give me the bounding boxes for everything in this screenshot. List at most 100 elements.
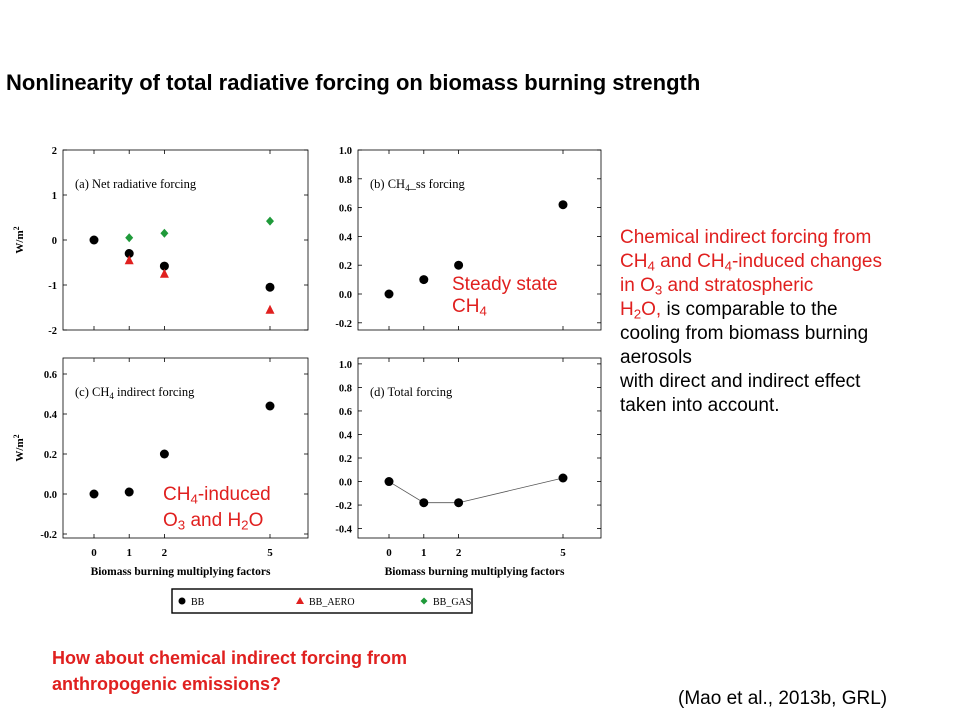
steady-state-note: Steady state CH4 — [452, 274, 558, 318]
data-point-c-bb — [124, 487, 134, 497]
ch4-induced-ch: CH — [163, 484, 191, 505]
data-point-a-bb_gas — [160, 228, 169, 238]
panel-frame-d — [357, 357, 602, 539]
x-tick-label-c: 2 — [162, 547, 168, 559]
legend-label-bb-aero: BB_AERO — [309, 597, 355, 608]
legend-marker-bb — [178, 597, 186, 605]
ch4-induced-o: O — [163, 510, 178, 531]
data-point-a-bb — [265, 282, 275, 292]
data-point-a-bb_aero — [265, 304, 275, 314]
side-explanation: Chemical indirect forcing from CH4 and C… — [620, 226, 956, 418]
side-line-7: with direct and indirect effect — [620, 371, 861, 392]
slide-title: Nonlinearity of total radiative forcing … — [6, 70, 701, 95]
panel-title-c: (c) CH4 indirect forcing — [75, 385, 195, 401]
y-tick-label-a: -1 — [48, 281, 57, 292]
ch4-induced-text: -induced — [197, 484, 271, 505]
data-point-a-bb_aero — [124, 255, 134, 265]
data-point-d-bb — [558, 473, 568, 483]
x-axis-label-d: Biomass burning multiplying factors — [385, 566, 565, 578]
y-tick-label-b: 0.8 — [339, 175, 352, 186]
legend-marker-bb-aero — [296, 597, 304, 604]
y-tick-label-d: 0.4 — [339, 430, 353, 441]
data-point-a-bb — [124, 249, 134, 258]
data-point-a-bb — [159, 261, 169, 271]
y-tick-label-d: 0.2 — [339, 454, 352, 465]
y-tick-label-d: -0.4 — [335, 525, 352, 536]
steady-state-line1: Steady state — [452, 274, 558, 295]
panel-title-d: (d) Total forcing — [370, 385, 453, 399]
data-point-d-bb — [419, 498, 429, 508]
ch4-induced-sub3: 2 — [241, 517, 249, 533]
side-line-5: cooling from biomass burning — [620, 323, 869, 344]
legend-marker-bb-gas — [420, 597, 428, 605]
x-tick-label-d: 1 — [421, 547, 427, 559]
side-line-6: aerosols — [620, 347, 692, 368]
x-tick-label-c: 1 — [126, 547, 132, 559]
y-tick-label-b: 0.0 — [339, 290, 352, 301]
x-tick-label-c: 5 — [267, 547, 273, 559]
data-point-d-bb — [454, 498, 464, 508]
y-tick-label-a: 0 — [52, 236, 57, 247]
y-tick-label-a: 2 — [52, 146, 57, 157]
y-tick-label-c: 0.0 — [44, 490, 57, 501]
x-axis-label-c: Biomass burning multiplying factors — [91, 566, 271, 578]
series-line-d — [388, 477, 564, 504]
ch4-induced-sub2: 3 — [177, 517, 186, 533]
x-tick-label-d: 2 — [456, 547, 462, 559]
panel-title-b: (b) CH4_ss forcing — [370, 177, 466, 193]
data-point-a-bb — [89, 235, 99, 245]
citation: (Mao et al., 2013b, GRL) — [678, 688, 888, 709]
data-point-b-bb — [419, 275, 429, 285]
data-point-b-bb — [454, 260, 464, 270]
side-line-4: H2O, is comparable to the — [620, 299, 838, 322]
y-tick-label-c: -0.2 — [40, 530, 57, 541]
data-point-b-bb — [384, 289, 394, 299]
y-tick-label-a: -2 — [48, 326, 57, 337]
panel-frame-c — [62, 357, 309, 539]
y-tick-label-d: -0.2 — [335, 501, 352, 512]
y-tick-label-b: -0.2 — [335, 319, 352, 330]
ch4-induced-and: and H — [185, 510, 242, 531]
panel-frame-b — [357, 149, 602, 331]
data-point-a-bb_gas — [125, 233, 134, 243]
x-tick-label-d: 5 — [560, 547, 566, 559]
side-line-3: in O3 and stratospheric — [620, 275, 814, 298]
y-tick-label-c: 0.2 — [44, 450, 57, 461]
legend-label-bb: BB — [191, 597, 205, 608]
y-tick-label-d: 0.8 — [339, 383, 352, 394]
x-tick-label-c: 0 — [91, 547, 97, 559]
y-tick-label-b: 0.2 — [339, 261, 352, 272]
data-point-c-bb — [159, 449, 169, 459]
ch4-induced-o2: O — [248, 510, 264, 531]
y-tick-label-b: 1.0 — [339, 146, 352, 157]
question-line-1: How about chemical indirect forcing from — [52, 648, 408, 668]
side-line-2: CH4 and CH4-induced changes — [620, 251, 882, 274]
y-tick-label-c: 0.6 — [44, 370, 57, 381]
ch4-induced-note: CH4-induced O3 and H2O — [163, 482, 271, 534]
y-tick-label-d: 0.0 — [339, 478, 352, 489]
steady-state-sub: 4 — [479, 303, 487, 319]
data-point-d-bb — [384, 477, 394, 487]
data-point-b-bb — [558, 200, 568, 210]
data-point-c-bb — [265, 401, 275, 411]
y-axis-label-c: W/m2 — [12, 434, 26, 461]
data-point-a-bb_aero — [159, 268, 169, 278]
question-line-2: anthropogenic emissions? — [52, 674, 282, 694]
data-point-c-bb — [89, 489, 99, 499]
y-tick-label-d: 0.6 — [339, 407, 352, 418]
ch4-induced-sub1: 4 — [190, 491, 198, 507]
y-tick-label-b: 0.6 — [339, 204, 352, 215]
y-tick-label-b: 0.4 — [339, 232, 353, 243]
y-tick-label-a: 1 — [52, 191, 57, 202]
y-axis-label-a: W/m2 — [12, 226, 26, 253]
side-line-1: Chemical indirect forcing from — [620, 227, 872, 248]
side-line-8: taken into account. — [620, 395, 780, 416]
y-tick-label-d: 1.0 — [339, 360, 352, 371]
steady-state-ch: CH — [452, 296, 480, 317]
panel-title-a: (a) Net radiative forcing — [75, 177, 197, 191]
data-point-a-bb_gas — [266, 216, 274, 226]
y-tick-label-c: 0.4 — [44, 410, 58, 421]
x-tick-label-d: 0 — [386, 547, 392, 559]
legend-label-bb-gas: BB_GAS — [433, 597, 471, 608]
